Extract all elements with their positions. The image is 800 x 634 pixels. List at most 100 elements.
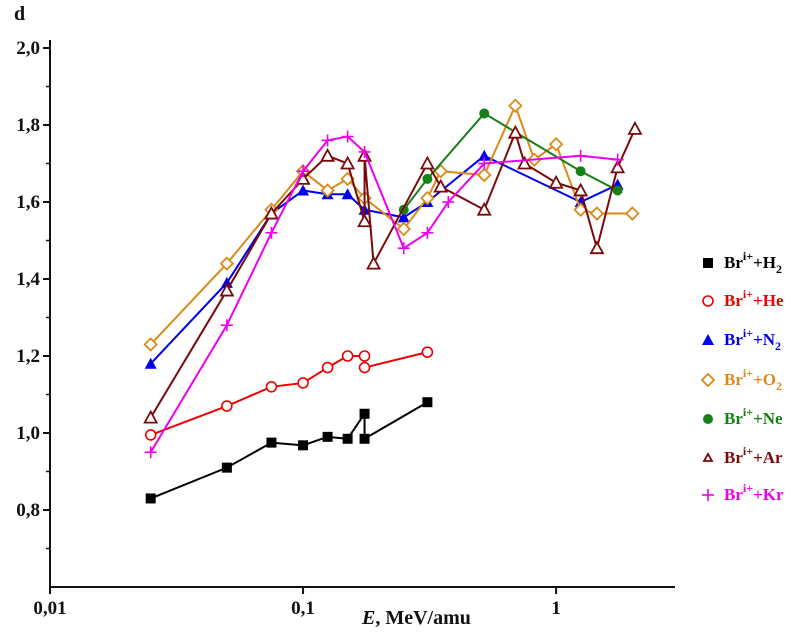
x-axis-unit: , MeV/amu	[375, 607, 471, 629]
square-marker	[422, 397, 433, 408]
plus-marker	[321, 134, 334, 147]
open-diamond-marker	[420, 190, 435, 206]
legend-sup: i+	[743, 366, 753, 380]
open-circle-marker	[341, 350, 354, 362]
circle-marker	[479, 108, 490, 119]
square-marker	[342, 433, 353, 444]
open-circle-marker	[321, 361, 334, 374]
legend-sup: i+	[743, 481, 753, 495]
square-marker	[322, 431, 333, 442]
legend-rest: +Kr	[753, 485, 784, 504]
x-axis-title: E, MeV/amu	[361, 607, 471, 629]
legend-label: Bri++N2	[724, 326, 781, 353]
legend-sup: i+	[743, 249, 753, 263]
open-triangle-marker	[357, 213, 373, 228]
plus-marker	[341, 130, 354, 143]
legend-rest: +H	[753, 253, 776, 272]
x-tick-label: 1	[551, 598, 561, 619]
triangle-marker	[341, 188, 354, 200]
plus-marker	[478, 157, 491, 170]
y-tick-label: 1,0	[16, 423, 40, 444]
open-triangle-marker	[433, 178, 449, 193]
plus-marker	[297, 165, 310, 178]
open-circle-marker	[265, 380, 278, 393]
square-marker	[359, 408, 370, 419]
open-circle-marker	[297, 377, 309, 389]
series-kr	[144, 130, 624, 459]
legend-item: Bri++Ne	[703, 405, 783, 428]
legend-rest: +Ar	[753, 448, 783, 467]
series-o2	[143, 98, 640, 352]
y-tick-label: 0,8	[16, 500, 40, 521]
open-circle-marker	[358, 361, 371, 374]
legend-base: Br	[724, 370, 743, 389]
open-triangle-marker	[573, 182, 589, 197]
open-diamond-marker	[700, 372, 716, 388]
open-triangle-marker	[516, 155, 533, 170]
circle-marker	[575, 166, 586, 177]
y-tick-label: 1,6	[16, 192, 40, 213]
series-line	[150, 351, 428, 436]
legend-label: Bri++O2	[724, 366, 782, 393]
legend-sub: 2	[776, 262, 782, 276]
open-diamond-marker	[143, 337, 158, 352]
series-h2	[145, 397, 433, 504]
open-triangle-marker	[627, 120, 643, 135]
legend-item: Bri++He	[702, 287, 784, 310]
plus-marker	[702, 489, 714, 501]
legend-base: Br	[724, 448, 743, 467]
open-triangle-marker	[589, 240, 605, 255]
legend-item: Bri++Kr	[702, 481, 784, 504]
open-triangle-marker	[419, 155, 435, 170]
triangle-marker	[297, 184, 310, 196]
triangle-marker	[397, 211, 410, 223]
series-line	[150, 401, 428, 500]
plus-marker	[442, 196, 455, 208]
y-axis-title: d	[14, 3, 25, 25]
triangle-marker	[144, 357, 157, 369]
open-diamond-marker	[219, 256, 235, 271]
square-marker	[145, 493, 156, 504]
open-circle-marker	[221, 400, 233, 412]
circle-marker	[422, 173, 433, 184]
circle-marker	[612, 185, 623, 196]
legend-sup: i+	[743, 405, 753, 419]
plus-marker	[574, 149, 587, 162]
triangle-marker	[478, 149, 491, 161]
series-n2	[144, 149, 624, 369]
open-diamond-marker	[508, 98, 523, 114]
legend-sub: 2	[776, 379, 782, 393]
legend-base: Br	[724, 330, 743, 349]
open-triangle-marker	[263, 205, 279, 220]
open-triangle-marker	[548, 174, 564, 189]
legend-label: Bri++H2	[724, 249, 782, 276]
open-diamond-marker	[320, 183, 335, 198]
open-triangle-marker	[476, 201, 492, 216]
open-circle-marker	[144, 429, 157, 441]
plus-marker	[144, 446, 157, 459]
series-he	[144, 346, 434, 441]
open-diamond-marker	[589, 206, 605, 221]
legend-label: Bri++Ne	[724, 405, 783, 428]
open-triangle-marker	[610, 159, 626, 174]
series-ne	[398, 108, 623, 215]
triangle-marker	[702, 334, 714, 345]
series-line	[149, 154, 619, 365]
open-circle-marker	[421, 346, 434, 358]
x-tick-label: 0,01	[33, 598, 66, 619]
series-group	[143, 98, 643, 504]
legend-label: Bri++He	[724, 287, 784, 310]
open-triangle-marker	[219, 282, 235, 297]
legend-base: Br	[724, 485, 743, 504]
plus-marker	[421, 226, 434, 239]
open-triangle-marker	[143, 409, 159, 424]
open-triangle-marker	[340, 155, 356, 170]
plus-marker	[265, 226, 278, 239]
y-tick-label: 1,2	[16, 346, 40, 367]
square-marker	[703, 258, 713, 268]
legend: Bri++H2Bri++HeBri++N2Bri++O2Bri++NeBri++…	[700, 249, 784, 504]
series-line	[149, 128, 636, 419]
open-triangle-marker	[366, 255, 382, 270]
open-diamond-marker	[476, 167, 492, 183]
